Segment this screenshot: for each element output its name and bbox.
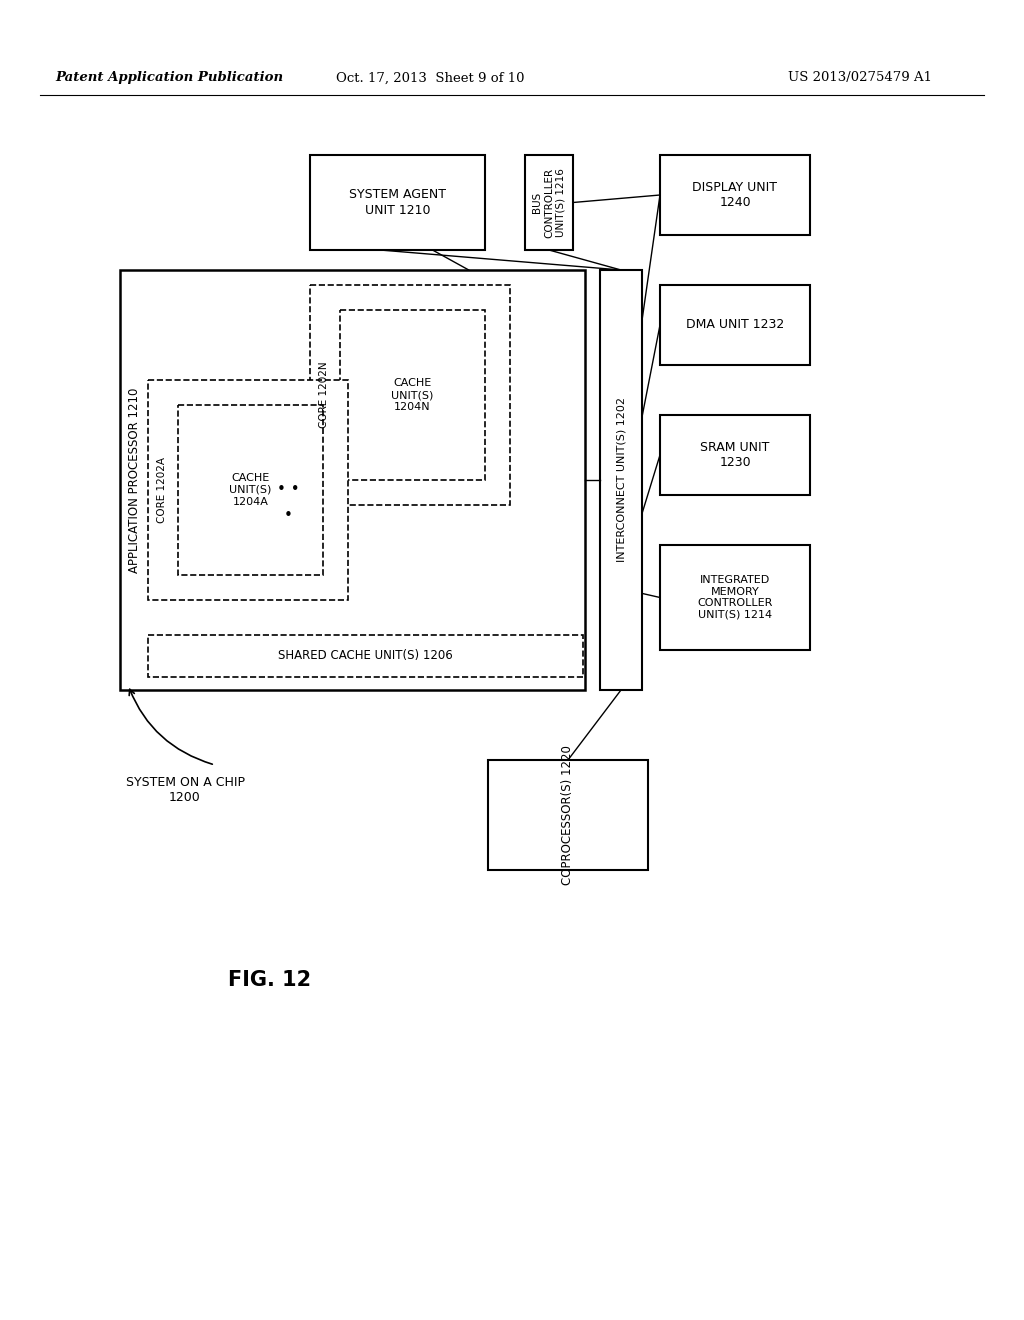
Text: SHARED CACHE UNIT(S) 1206: SHARED CACHE UNIT(S) 1206	[279, 649, 453, 663]
Text: Patent Application Publication: Patent Application Publication	[55, 71, 283, 84]
Text: CORE 1202A: CORE 1202A	[157, 457, 167, 523]
Text: SYSTEM ON A CHIP
1200: SYSTEM ON A CHIP 1200	[126, 776, 245, 804]
Text: INTERCONNECT UNIT(S) 1202: INTERCONNECT UNIT(S) 1202	[616, 397, 626, 562]
Bar	[660, 545, 810, 649]
Bar	[340, 310, 485, 480]
Bar	[600, 271, 642, 690]
Text: CACHE
UNIT(S)
1204N: CACHE UNIT(S) 1204N	[391, 379, 434, 412]
Bar	[660, 154, 810, 235]
Bar	[488, 760, 648, 870]
Text: US 2013/0275479 A1: US 2013/0275479 A1	[788, 71, 932, 84]
Text: •: •	[284, 507, 293, 523]
Text: • •: • •	[276, 483, 299, 498]
Text: BUS
CONTROLLER
UNIT(S) 1216: BUS CONTROLLER UNIT(S) 1216	[532, 168, 565, 238]
Bar	[660, 285, 810, 366]
Text: INTEGRATED
MEMORY
CONTROLLER
UNIT(S) 1214: INTEGRATED MEMORY CONTROLLER UNIT(S) 121…	[697, 576, 773, 620]
Text: COPROCESSOR(S) 1220: COPROCESSOR(S) 1220	[561, 744, 574, 884]
Text: CORE 1202N: CORE 1202N	[319, 362, 329, 428]
Text: SYSTEM AGENT
UNIT 1210: SYSTEM AGENT UNIT 1210	[349, 189, 446, 216]
Bar	[660, 414, 810, 495]
Bar	[525, 154, 573, 249]
Text: FIG. 12: FIG. 12	[228, 970, 311, 990]
Text: APPLICATION PROCESSOR 1210: APPLICATION PROCESSOR 1210	[128, 387, 140, 573]
Text: DMA UNIT 1232: DMA UNIT 1232	[686, 318, 784, 331]
Text: CACHE
UNIT(S)
1204A: CACHE UNIT(S) 1204A	[229, 474, 271, 507]
Text: Oct. 17, 2013  Sheet 9 of 10: Oct. 17, 2013 Sheet 9 of 10	[336, 71, 524, 84]
Bar	[310, 285, 510, 506]
Text: SRAM UNIT
1230: SRAM UNIT 1230	[700, 441, 770, 469]
Bar	[178, 405, 323, 576]
Bar	[120, 271, 585, 690]
Bar	[310, 154, 485, 249]
Text: DISPLAY UNIT
1240: DISPLAY UNIT 1240	[692, 181, 777, 209]
Bar	[148, 635, 583, 677]
Bar	[148, 380, 348, 601]
